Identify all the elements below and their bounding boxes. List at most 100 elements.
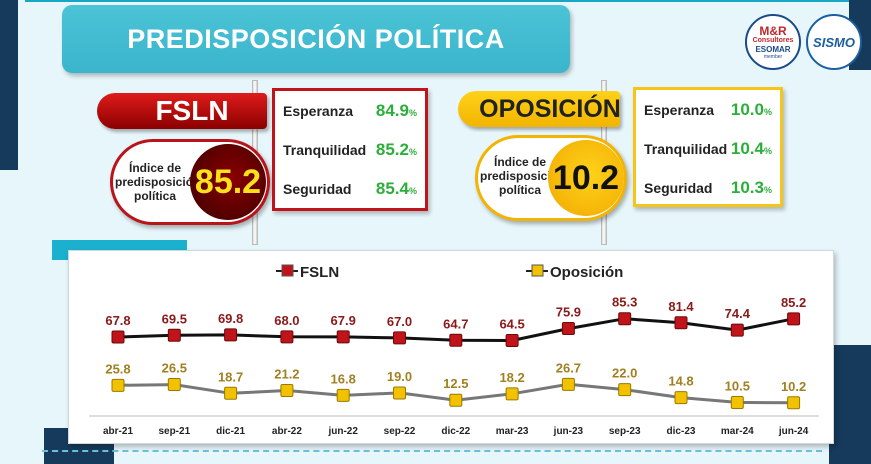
stat-label: Tranquilidad: [283, 142, 367, 158]
data-point: [393, 331, 406, 345]
data-label: 10.2: [781, 379, 806, 394]
data-point: [561, 322, 575, 336]
oposicion-stat-row: Tranquilidad 10.4%: [644, 129, 772, 168]
data-label: 22.0: [612, 366, 637, 381]
data-label: 69.8: [218, 311, 243, 326]
fsln-stats-box: Esperanza 84.9% Tranquilidad 85.2% Segur…: [272, 88, 428, 211]
oposicion-index-value: 10.2: [548, 140, 624, 216]
stat-label: Seguridad: [283, 181, 352, 197]
stat-number: 85.4: [375, 179, 409, 198]
x-tick-label: sep-22: [384, 426, 416, 437]
data-label: 75.9: [556, 305, 581, 320]
fsln-banner: FSLN: [97, 93, 267, 129]
stat-unit: %: [763, 185, 772, 195]
data-point: [336, 330, 350, 344]
data-label: 14.8: [668, 374, 693, 389]
data-point: [280, 383, 294, 397]
data-label: 25.8: [105, 361, 130, 376]
stat-label: Tranquilidad: [644, 141, 728, 157]
data-point: [224, 328, 238, 342]
line-chart: FSLN Oposición 67.8 69.5 69.8 68.0 67.9 67.0 64.…: [89, 264, 819, 437]
data-point: [674, 391, 688, 405]
stat-value: 10.3%: [731, 178, 772, 198]
oposicion-banner: OPOSICIÓN: [458, 91, 621, 127]
data-point: [505, 333, 519, 347]
stat-label: Esperanza: [644, 102, 715, 118]
title-banner: PREDISPOSICIÓN POLÍTICA: [62, 5, 570, 73]
data-label: 64.7: [443, 316, 468, 331]
data-point: [505, 387, 519, 401]
stat-value: 84.9%: [376, 101, 417, 121]
background-block-bottom-right: [829, 345, 871, 464]
stat-value: 85.4%: [376, 179, 417, 199]
stat-value: 10.4%: [731, 139, 772, 159]
fsln-stat-row: Tranquilidad 85.2%: [283, 130, 417, 169]
data-point: [561, 377, 575, 391]
background-stripe-left: [0, 0, 18, 170]
data-point: [393, 386, 406, 400]
logo-esomar-text: ESOMAR: [755, 44, 791, 54]
data-label: 26.5: [162, 361, 187, 376]
x-tick-label: abr-22: [272, 426, 302, 437]
stat-unit: %: [408, 147, 417, 157]
stat-unit: %: [763, 107, 772, 117]
data-point: [224, 386, 238, 400]
line-chart-panel: FSLN Oposición 67.8 69.5 69.8 68.0 67.9 67.0 64.…: [68, 250, 834, 444]
stat-value: 10.0%: [731, 100, 772, 120]
logo-member-text: member: [763, 53, 783, 60]
fsln-stat-row: Esperanza 84.9%: [283, 91, 417, 130]
x-tick-label: mar-23: [496, 426, 529, 437]
oposicion-name: OPOSICIÓN: [479, 94, 621, 123]
oposicion-stat-row: Seguridad 10.3%: [644, 168, 772, 207]
data-point: [730, 323, 744, 337]
fsln-name: FSLN: [155, 95, 229, 126]
data-point: [787, 312, 801, 326]
data-label: 18.7: [218, 369, 243, 384]
data-point: [111, 378, 125, 392]
data-label: 67.0: [387, 314, 412, 329]
logo-sismo-text: SISMO: [813, 34, 855, 50]
stat-value: 85.2%: [376, 140, 417, 160]
data-label: 19.0: [387, 369, 412, 384]
x-tick-label: mar-24: [721, 426, 754, 437]
background-dash-line: [42, 450, 822, 452]
x-tick-label: dic-21: [216, 426, 245, 437]
data-label: 67.9: [331, 313, 356, 328]
x-tick-label: sep-21: [158, 426, 190, 437]
logo-mr-text: M&R: [759, 23, 787, 38]
stat-number: 10.0: [730, 100, 764, 119]
data-point: [730, 395, 744, 409]
data-point: [449, 333, 463, 347]
data-label: 26.7: [556, 360, 581, 375]
stat-number: 10.4: [730, 139, 764, 158]
data-point: [111, 330, 125, 344]
legend-marker: [281, 264, 294, 277]
data-point: [167, 328, 181, 342]
data-label: 68.0: [274, 313, 299, 328]
data-point: [167, 378, 181, 392]
data-label: 64.5: [499, 316, 524, 331]
data-point: [449, 393, 463, 407]
data-label: 21.2: [274, 366, 299, 381]
stat-number: 84.9: [375, 101, 409, 120]
oposicion-stats-box: Esperanza 10.0% Tranquilidad 10.4% Segur…: [633, 87, 783, 207]
x-tick-label: jun-24: [778, 426, 809, 437]
legend-label: FSLN: [300, 264, 339, 281]
stat-unit: %: [408, 186, 417, 196]
data-point: [787, 396, 801, 410]
oposicion-stat-row: Esperanza 10.0%: [644, 90, 772, 129]
legend-marker: [531, 264, 544, 277]
data-label: 85.2: [781, 295, 806, 310]
data-label: 81.4: [668, 299, 694, 314]
data-point: [336, 388, 350, 402]
x-tick-label: sep-23: [609, 426, 641, 437]
stat-unit: %: [408, 108, 417, 118]
stat-label: Seguridad: [644, 180, 713, 196]
x-tick-label: abr-21: [103, 426, 133, 437]
fsln-stat-row: Seguridad 85.4%: [283, 169, 417, 208]
oposicion-index-label: Índice de predisposición política: [480, 155, 566, 197]
data-point: [280, 330, 294, 344]
data-label: 67.8: [105, 313, 130, 328]
x-tick-label: jun-22: [327, 426, 358, 437]
legend-label: Oposición: [550, 264, 623, 281]
